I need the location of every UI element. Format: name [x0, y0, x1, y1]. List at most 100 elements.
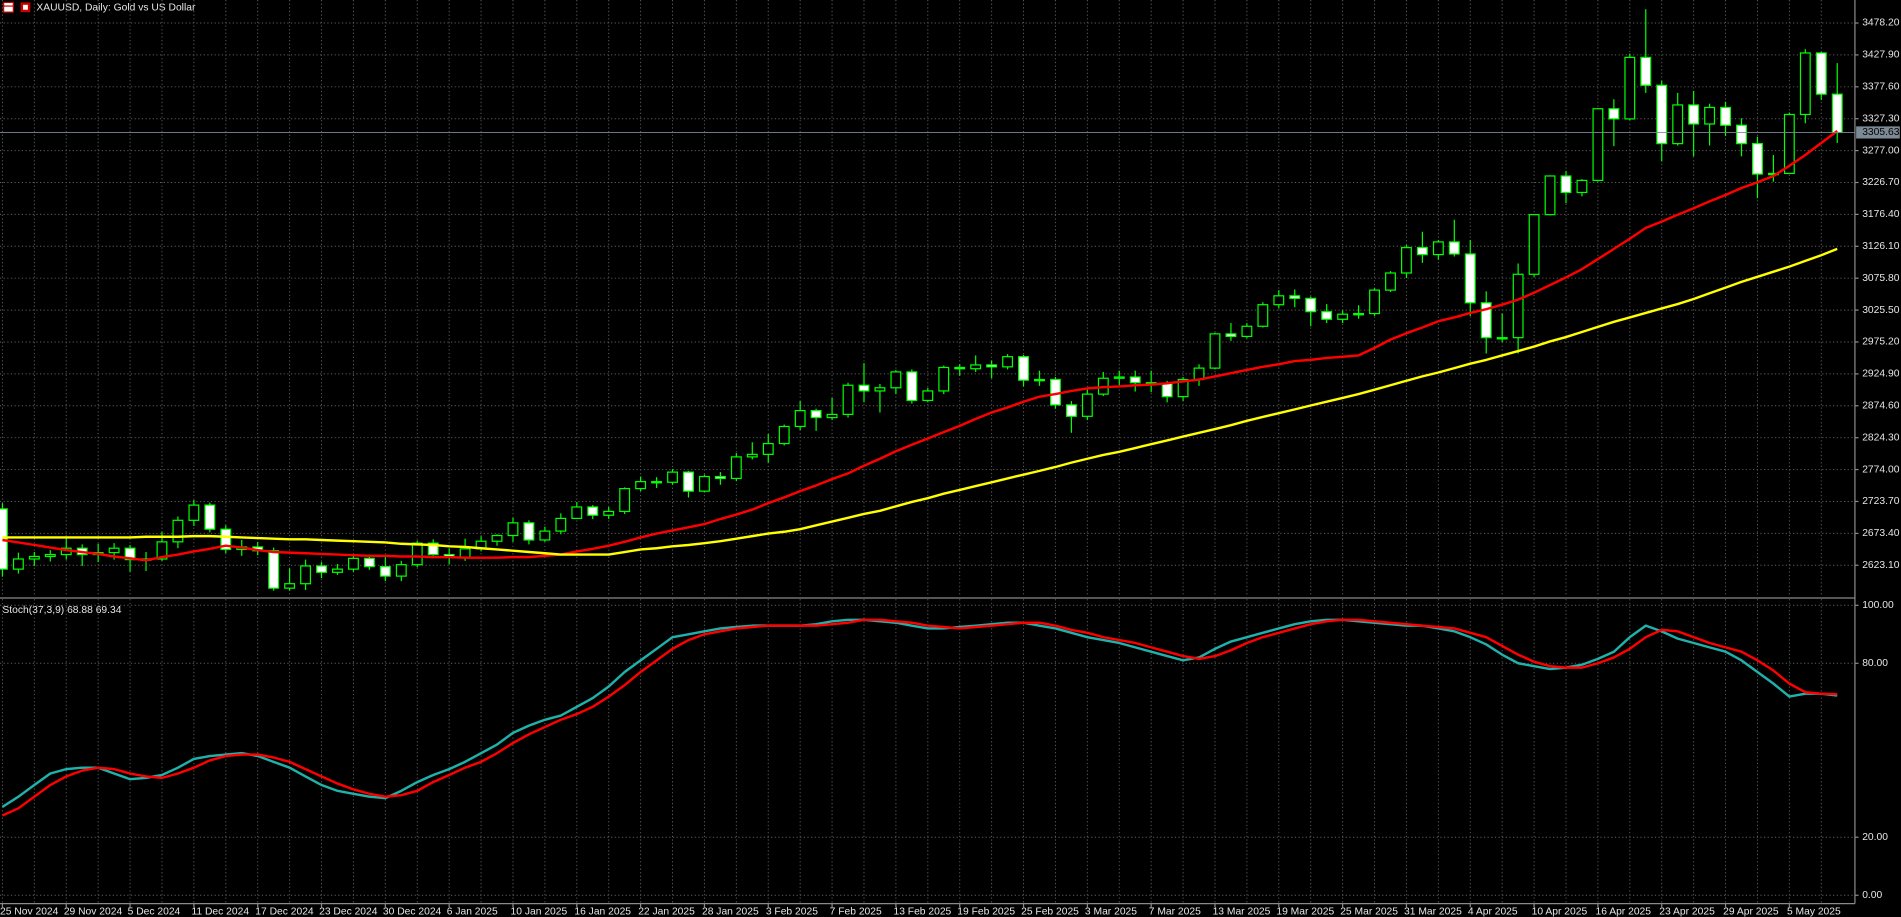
y-tick-label: 2975.20: [1862, 337, 1899, 348]
candle-body-up: [762, 442, 774, 455]
y-tick-label: 0.00: [1862, 890, 1882, 901]
candle-body-up: [555, 517, 567, 532]
x-tick-label: 5 Dec 2024: [128, 906, 181, 917]
candle-body-down: [587, 506, 599, 516]
y-tick-label: 80.00: [1862, 658, 1888, 669]
candle-body-down: [1720, 106, 1732, 126]
y-tick-label: 3427.90: [1862, 50, 1899, 61]
candle-body-down: [1480, 302, 1492, 339]
x-tick-label: 3 Feb 2025: [766, 906, 818, 917]
candle-body-up: [28, 555, 40, 560]
moving-average-line: [2, 247, 1838, 556]
candle-body-up: [890, 371, 902, 389]
y-tick-label: 3075.80: [1862, 273, 1899, 284]
candle-body-up: [347, 557, 359, 570]
x-tick-label: 4 Apr 2025: [1468, 906, 1518, 917]
candle-body-up: [12, 558, 24, 570]
candle-body-up: [300, 565, 312, 585]
candle-body-down: [1018, 356, 1029, 381]
y-tick-label: 3025.50: [1862, 305, 1899, 316]
x-tick-label: 29 Apr 2025: [1723, 906, 1779, 917]
candle-body-down: [268, 550, 280, 589]
y-tick-label: 3126.10: [1862, 241, 1899, 252]
candle-body-down: [1305, 297, 1317, 313]
y-tick-label: 3176.40: [1862, 209, 1899, 220]
candle-body-up: [108, 547, 120, 554]
candle-body-down: [1831, 93, 1843, 134]
x-tick-label: 5 May 2025: [1787, 906, 1841, 917]
x-tick-label: 3 Mar 2025: [1085, 906, 1137, 917]
candle-body-down: [986, 364, 998, 368]
y-tick-label: 2774.00: [1862, 464, 1899, 475]
y-tick-label: 2723.70: [1862, 496, 1899, 507]
marks-layer: [0, 9, 1855, 817]
candle-body-up: [619, 487, 631, 513]
candle-body-down: [858, 384, 870, 392]
y-tick-label: 3226.70: [1862, 177, 1899, 188]
candle-body-up: [603, 510, 615, 516]
candle-body-down: [1416, 247, 1428, 256]
x-tick-label: 31 Mar 2025: [1404, 906, 1462, 917]
candle-body-up: [459, 548, 471, 558]
x-tick-label: 28 Jan 2025: [702, 906, 759, 917]
candle-body-up: [1209, 333, 1221, 369]
candle-body-up: [1528, 214, 1540, 275]
candle-body-up: [44, 553, 56, 558]
candle-body-up: [635, 481, 647, 490]
candle-body-down: [204, 504, 216, 530]
candle-body-up: [667, 471, 678, 483]
y-tick-label: 2623.10: [1862, 560, 1899, 571]
candle-body-up: [156, 541, 168, 560]
x-tick-label: 6 Jan 2025: [447, 906, 498, 917]
y-tick-label: 2924.90: [1862, 369, 1899, 380]
candle-body-up: [1273, 295, 1285, 306]
x-tick-label: 19 Feb 2025: [957, 906, 1015, 917]
y-tick-label: 3277.00: [1862, 145, 1899, 156]
x-tick-label: 25 Nov 2024: [0, 906, 59, 917]
y-tick-label: 20.00: [1862, 832, 1888, 843]
candle-body-down: [1065, 404, 1077, 417]
candle-body-down: [124, 547, 136, 561]
candle-body-down: [1751, 143, 1763, 175]
candle-body-up: [1369, 289, 1380, 315]
candle-body-down: [220, 528, 232, 551]
candle-body-down: [1161, 382, 1173, 398]
candle-body-up: [698, 475, 710, 492]
candle-body-up: [188, 504, 200, 521]
candle-body-up: [539, 530, 551, 541]
candle-body-down: [363, 557, 375, 568]
candle-body-up: [1002, 356, 1014, 368]
candle-body-down: [714, 475, 726, 480]
symbol-icons: [3, 1, 31, 13]
candle-body-up: [395, 564, 407, 577]
candle-body-up: [1257, 304, 1269, 327]
candle-body-up: [938, 366, 950, 392]
x-tick-label: 22 Jan 2025: [638, 906, 695, 917]
x-tick-label: 29 Nov 2024: [64, 906, 123, 917]
candle-body-down: [1688, 104, 1700, 125]
candle-body-down: [1129, 376, 1141, 384]
candle-body-down: [1560, 175, 1572, 194]
candle-body-up: [1783, 113, 1795, 175]
candle-body-up: [1177, 378, 1189, 398]
indicator-title: Stoch(37,3,9) 68.88 69.34: [2, 605, 121, 616]
y-tick-label: 2874.60: [1862, 400, 1899, 411]
candle-body-up: [1241, 325, 1253, 338]
candle-body-up: [922, 390, 934, 402]
candle-body-up: [778, 425, 790, 445]
candle-body-down: [651, 481, 663, 484]
x-tick-label: 13 Mar 2025: [1213, 906, 1271, 917]
x-tick-label: 7 Feb 2025: [830, 906, 882, 917]
candle-body-down: [1736, 124, 1747, 145]
candle-body-down: [523, 522, 535, 541]
candle-body-up: [1353, 312, 1365, 316]
last-price-box: [1856, 126, 1900, 139]
x-tick-label: 7 Mar 2025: [1149, 906, 1201, 917]
stochastic-line: [1, 618, 1838, 817]
candle-body-up: [571, 506, 583, 520]
x-tick-label: 16 Jan 2025: [574, 906, 631, 917]
y-tick-label: 3478.20: [1862, 18, 1899, 29]
x-tick-label: 23 Apr 2025: [1659, 906, 1715, 917]
